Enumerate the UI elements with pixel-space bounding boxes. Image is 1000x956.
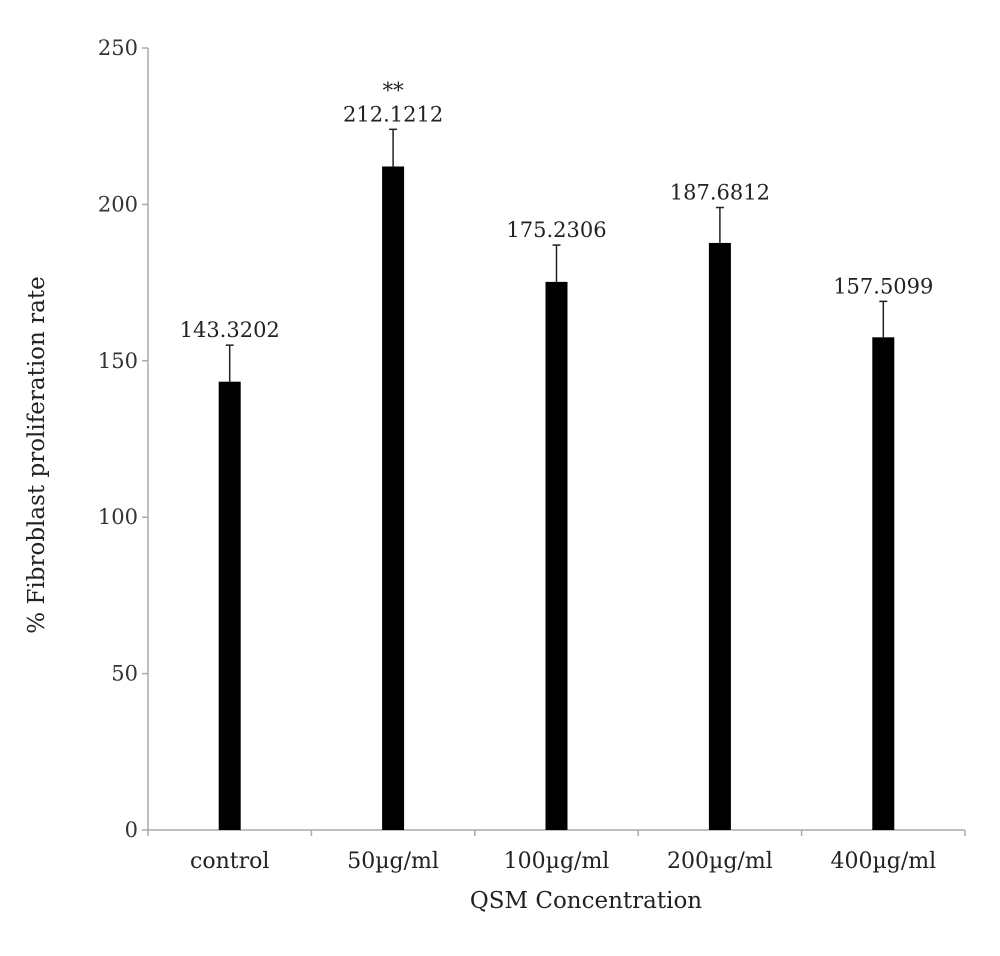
bar xyxy=(872,337,895,830)
x-category-label: 400µg/ml xyxy=(830,849,936,874)
bar xyxy=(218,381,241,830)
x-category-label: control xyxy=(190,849,269,874)
data-label: 157.5099 xyxy=(833,274,933,298)
x-axis: control 50µg/ml 100µg/ml 200µg/ml 400µg/ml xyxy=(147,829,966,874)
data-label: 187.6812 xyxy=(670,181,770,205)
y-tick-label: 150 xyxy=(98,349,138,373)
data-labels: 143.3202 212.1212** 175.2306 187.6812 157.50… xyxy=(180,78,934,342)
y-tick-label: 200 xyxy=(98,192,138,216)
bar xyxy=(382,166,405,831)
y-axis: 0 50 100 150 200 250 xyxy=(98,36,149,842)
x-category-label: 100µg/ml xyxy=(504,849,610,874)
x-category-label: 50µg/ml xyxy=(347,849,439,874)
y-tick-label: 250 xyxy=(98,36,138,60)
data-label: 175.2306 xyxy=(506,218,606,242)
y-tick-label: 100 xyxy=(98,505,138,529)
data-label: 212.1212 xyxy=(343,102,443,126)
significance-marker: ** xyxy=(383,78,405,102)
x-axis-title: QSM Concentration xyxy=(470,888,702,914)
bars xyxy=(218,128,895,831)
bar xyxy=(545,281,568,831)
y-tick-label: 50 xyxy=(111,662,138,686)
x-category-label: 200µg/ml xyxy=(667,849,773,874)
data-label: 143.3202 xyxy=(180,318,280,342)
y-tick-label: 0 xyxy=(125,818,138,842)
y-axis-title: % Fibroblast proliferation rate xyxy=(24,276,50,633)
bar xyxy=(708,242,731,830)
